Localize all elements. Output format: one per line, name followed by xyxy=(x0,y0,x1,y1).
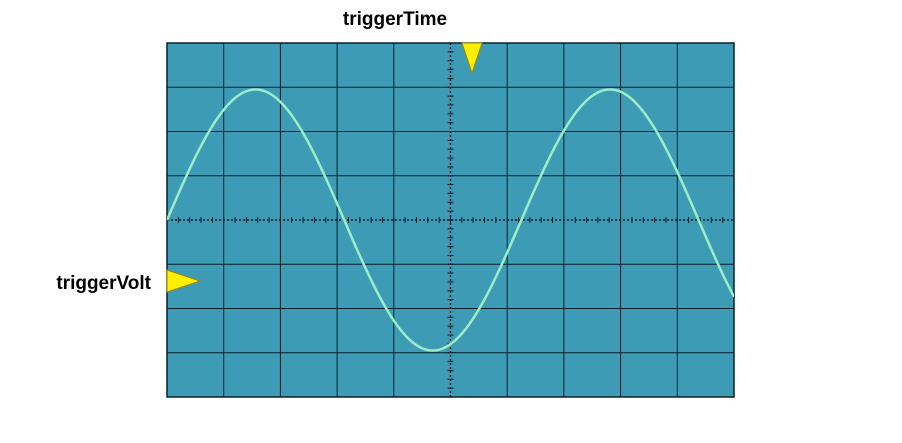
screen-grid xyxy=(166,42,735,398)
trigger-time-marker-icon[interactable] xyxy=(461,42,483,75)
sine-wave-trace xyxy=(167,88,734,352)
trigger-volt-marker-icon[interactable] xyxy=(166,269,202,293)
trigger-volt-label: triggerVolt xyxy=(56,273,151,294)
trigger-time-label: triggerTime xyxy=(343,9,447,30)
